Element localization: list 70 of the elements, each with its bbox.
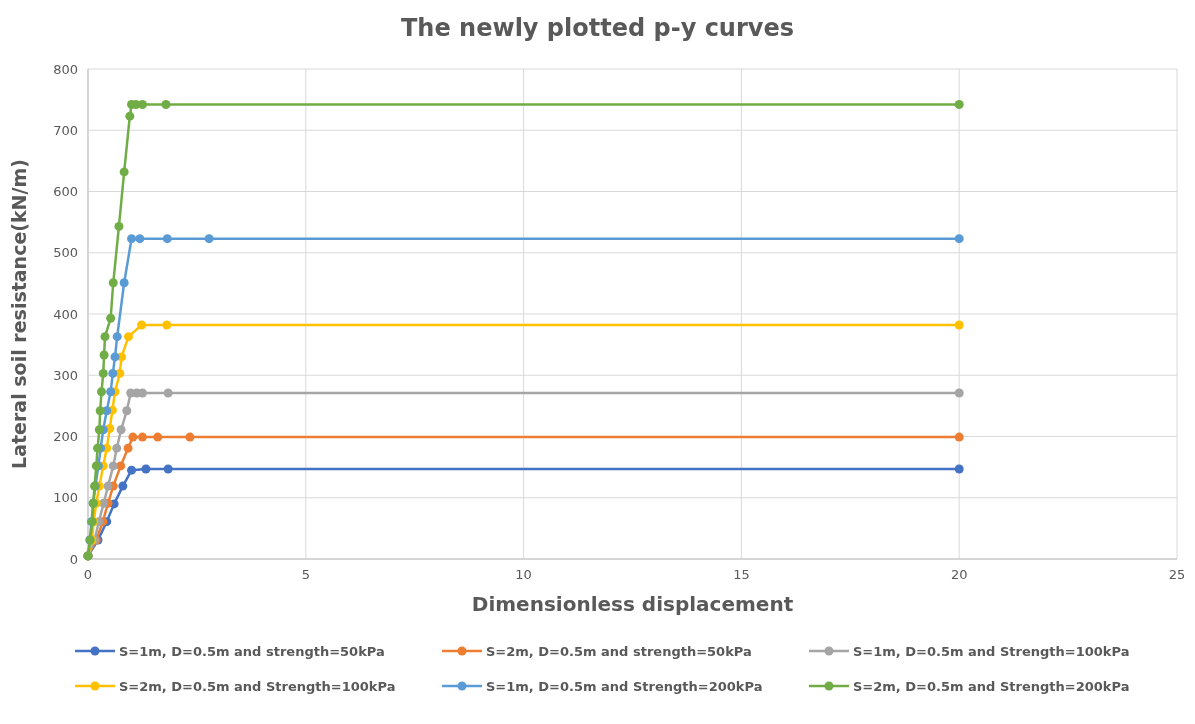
y-tick-label: 300 bbox=[53, 367, 78, 383]
chart-title: The newly plotted p-y curves bbox=[401, 14, 794, 42]
x-axis-title: Dimensionless displacement bbox=[471, 592, 794, 616]
point bbox=[163, 464, 173, 474]
point bbox=[954, 320, 964, 330]
point bbox=[110, 352, 120, 362]
legend-label: S=1m, D=0.5m and Strength=200kPa bbox=[486, 678, 763, 694]
point bbox=[161, 100, 171, 110]
point bbox=[106, 387, 116, 397]
point bbox=[112, 332, 122, 342]
point bbox=[97, 387, 106, 397]
x-tick-label: 0 bbox=[83, 567, 93, 582]
legend-label: S=1m, D=0.5m and strength=50kPa bbox=[119, 643, 385, 659]
point bbox=[185, 432, 195, 442]
point bbox=[95, 406, 105, 416]
legend-label: S=1m, D=0.5m and Strength=100kPa bbox=[853, 643, 1130, 659]
point bbox=[125, 111, 135, 121]
y-tick-label: 200 bbox=[53, 429, 78, 445]
point bbox=[116, 425, 126, 435]
point bbox=[954, 234, 964, 244]
point bbox=[141, 464, 151, 474]
x-tick-label: 5 bbox=[301, 567, 310, 582]
x-tick-label: 10 bbox=[515, 567, 532, 582]
point bbox=[128, 432, 138, 442]
point bbox=[99, 498, 109, 508]
point bbox=[100, 332, 110, 342]
point bbox=[162, 320, 172, 330]
point bbox=[954, 464, 964, 474]
point bbox=[112, 443, 122, 453]
point bbox=[118, 481, 128, 491]
point bbox=[954, 388, 964, 398]
point bbox=[153, 432, 163, 442]
x-tick-label: 15 bbox=[733, 567, 750, 582]
y-axis-title: Lateral soil resistance(kN/m) bbox=[8, 159, 30, 469]
point bbox=[127, 465, 137, 475]
point bbox=[98, 368, 108, 378]
point bbox=[108, 278, 118, 288]
point bbox=[163, 388, 173, 398]
point bbox=[124, 332, 134, 342]
y-tick-label: 0 bbox=[69, 551, 78, 567]
point bbox=[122, 406, 132, 416]
y-tick-label: 500 bbox=[53, 245, 78, 261]
point bbox=[108, 461, 118, 471]
point bbox=[137, 320, 147, 330]
point bbox=[954, 432, 964, 442]
point bbox=[119, 278, 129, 288]
x-tick-label: 20 bbox=[950, 567, 968, 582]
point bbox=[99, 350, 109, 360]
point bbox=[108, 368, 118, 378]
y-tick-label: 700 bbox=[53, 122, 78, 138]
legend-label: S=2m, D=0.5m and Strength=100kPa bbox=[119, 678, 396, 694]
point bbox=[162, 234, 172, 244]
y-tick-label: 600 bbox=[53, 184, 78, 200]
y-tick-label: 100 bbox=[53, 490, 78, 506]
point bbox=[204, 234, 214, 244]
point bbox=[137, 432, 147, 442]
y-tick-label: 800 bbox=[53, 61, 78, 77]
point bbox=[103, 481, 113, 491]
point bbox=[127, 234, 137, 244]
y-tick-label: 400 bbox=[53, 306, 78, 322]
point bbox=[106, 313, 116, 323]
point bbox=[119, 167, 129, 177]
point bbox=[954, 100, 964, 110]
point bbox=[135, 234, 145, 244]
legend-label: S=2m, D=0.5m and Strength=200kPa bbox=[853, 678, 1130, 694]
point bbox=[94, 425, 104, 435]
point bbox=[123, 443, 133, 453]
x-tick-label: 25 bbox=[1168, 567, 1186, 582]
legend-label: S=2m, D=0.5m and strength=50kPa bbox=[486, 643, 752, 659]
point bbox=[114, 221, 124, 231]
